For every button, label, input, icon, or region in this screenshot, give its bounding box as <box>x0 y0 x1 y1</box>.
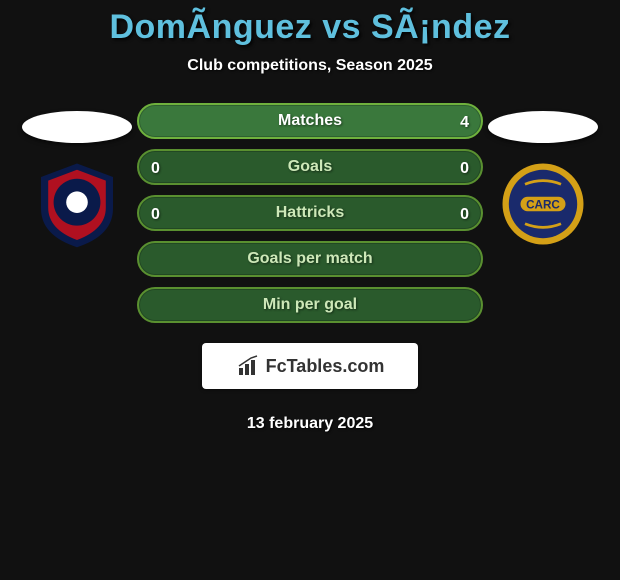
stat-label: Matches <box>278 112 342 130</box>
stat-left-value: 0 <box>151 197 160 233</box>
stat-label: Min per goal <box>263 296 357 314</box>
stat-bar: Goals per match <box>137 241 483 277</box>
stat-bar: Goals 0 0 <box>137 149 483 185</box>
comparison-row: Matches 4 Goals 0 0 Hattricks 0 0 Goals per matc… <box>0 103 620 433</box>
stat-label: Goals per match <box>247 250 372 268</box>
left-player-photo-placeholder <box>22 111 132 143</box>
stat-right-value: 0 <box>460 151 469 187</box>
stat-bar: Matches 4 <box>137 103 483 139</box>
stat-left-value: 0 <box>151 151 160 187</box>
generation-date: 13 february 2025 <box>247 415 373 433</box>
page-subtitle: Club competitions, Season 2025 <box>187 57 432 75</box>
chart-icon <box>236 354 260 378</box>
stat-right-value: 0 <box>460 197 469 233</box>
branding-box: FcTables.com <box>202 343 418 389</box>
right-player-col: CARC <box>483 103 603 249</box>
stats-column: Matches 4 Goals 0 0 Hattricks 0 0 Goals per matc… <box>137 103 483 433</box>
page-title: DomÃ­nguez vs SÃ¡ndez <box>109 8 510 47</box>
right-team-crest: CARC <box>498 159 588 249</box>
stat-bar: Min per goal <box>137 287 483 323</box>
svg-text:CARC: CARC <box>526 199 560 212</box>
branding-text: FcTables.com <box>266 356 385 377</box>
left-team-crest <box>32 159 122 249</box>
stat-label: Hattricks <box>276 204 344 222</box>
stat-right-value: 4 <box>460 105 469 141</box>
left-player-col <box>17 103 137 249</box>
stat-bar: Hattricks 0 0 <box>137 195 483 231</box>
right-player-photo-placeholder <box>488 111 598 143</box>
stat-label: Goals <box>288 158 332 176</box>
